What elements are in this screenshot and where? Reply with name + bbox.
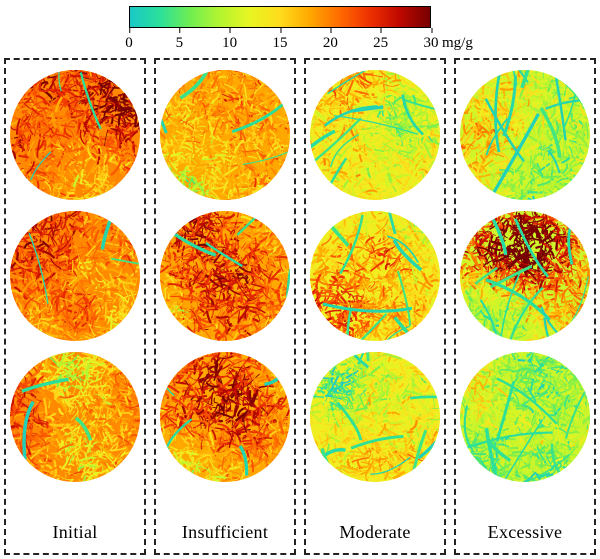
specimen-map <box>309 210 441 342</box>
panel-label-excessive: Excessive <box>487 522 563 542</box>
colorbar-tick-0: 0 <box>125 28 133 52</box>
panel-moderate: Moderate <box>304 58 446 555</box>
panel-label-initial: Initial <box>52 522 98 542</box>
colorbar: 0 5 10 15 20 25 30 mg/g <box>125 6 473 55</box>
panels: Initial Insufficient Moderate Excessive <box>4 58 596 555</box>
colorbar-unit: mg/g <box>442 35 473 51</box>
specimen-map <box>309 351 441 483</box>
specimen-map <box>9 69 141 201</box>
colorbar-tick-5: 5 <box>176 28 183 52</box>
colorbar-tick-15: 15 <box>273 28 288 52</box>
colorbar-tick-20: 20 <box>323 28 338 52</box>
panel-initial: Initial <box>4 58 146 555</box>
panel-label-insufficient: Insufficient <box>181 522 269 542</box>
colorbar-ticks: 0 5 10 15 20 25 30 mg/g <box>125 28 473 55</box>
specimen-map <box>9 351 141 483</box>
specimen-map <box>459 69 591 201</box>
colorbar-gradient <box>129 6 431 28</box>
colorbar-tick-25: 25 <box>373 28 388 52</box>
specimen-map <box>159 351 291 483</box>
specimen-map <box>309 69 441 201</box>
colorbar-tick-10: 10 <box>222 28 237 52</box>
panel-insufficient: Insufficient <box>154 58 296 555</box>
panel-excessive: Excessive <box>454 58 596 555</box>
specimen-map <box>159 210 291 342</box>
specimen-map <box>459 351 591 483</box>
panel-label-moderate: Moderate <box>339 522 411 542</box>
colorbar-tick-30: 30 <box>424 28 439 52</box>
specimen-map <box>9 210 141 342</box>
specimen-map <box>159 69 291 201</box>
specimen-map <box>459 210 591 342</box>
